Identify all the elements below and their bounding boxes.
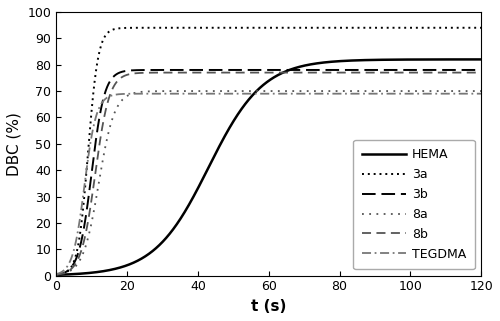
8a [466,89,472,93]
TEGDMA [388,92,394,96]
8a [478,89,484,93]
TEGDMA [298,92,304,96]
8b [466,71,472,74]
HEMA [75,272,81,276]
Line: 3b: 3b [56,70,481,275]
8a [248,89,254,93]
3b [326,68,332,72]
8b [248,71,254,74]
TEGDMA [248,92,254,96]
3a [271,26,277,30]
Line: 3a: 3a [56,28,481,275]
Line: TEGDMA: TEGDMA [56,94,481,274]
HEMA [466,57,471,61]
Legend: HEMA, 3a, 3b, 8a, 8b, TEGDMA: HEMA, 3a, 3b, 8a, 8b, TEGDMA [353,140,475,269]
3a [260,26,266,30]
TEGDMA [466,92,472,96]
HEMA [388,58,394,62]
HEMA [478,57,484,61]
3a [388,26,394,30]
Line: 8b: 8b [56,73,481,275]
3a [248,26,254,30]
3b [466,68,472,72]
8b [260,71,266,74]
8b [478,71,484,74]
HEMA [53,273,59,277]
Y-axis label: DBC (%): DBC (%) [7,112,22,176]
3a [478,26,484,30]
8a [53,273,59,277]
8b [466,71,472,74]
HEMA [260,83,266,87]
Line: HEMA: HEMA [56,59,481,275]
3b [466,68,472,72]
3a [466,26,472,30]
3b [478,68,484,72]
3b [260,68,266,72]
3b [53,273,59,277]
HEMA [248,94,254,98]
TEGDMA [260,92,266,96]
8a [75,262,81,265]
TEGDMA [53,272,59,276]
8a [260,89,266,93]
HEMA [466,57,472,61]
8a [388,89,394,93]
TEGDMA [478,92,484,96]
3a [466,26,472,30]
3b [248,68,254,72]
3b [388,68,394,72]
8b [352,71,358,74]
3a [53,273,59,277]
8b [388,71,394,74]
3a [75,245,81,248]
TEGDMA [75,229,81,233]
8b [75,257,81,261]
TEGDMA [466,92,472,96]
8a [466,89,472,93]
Line: 8a: 8a [56,91,481,275]
8a [385,89,391,93]
X-axis label: t (s): t (s) [251,299,286,314]
3b [75,252,81,256]
8b [53,273,59,277]
